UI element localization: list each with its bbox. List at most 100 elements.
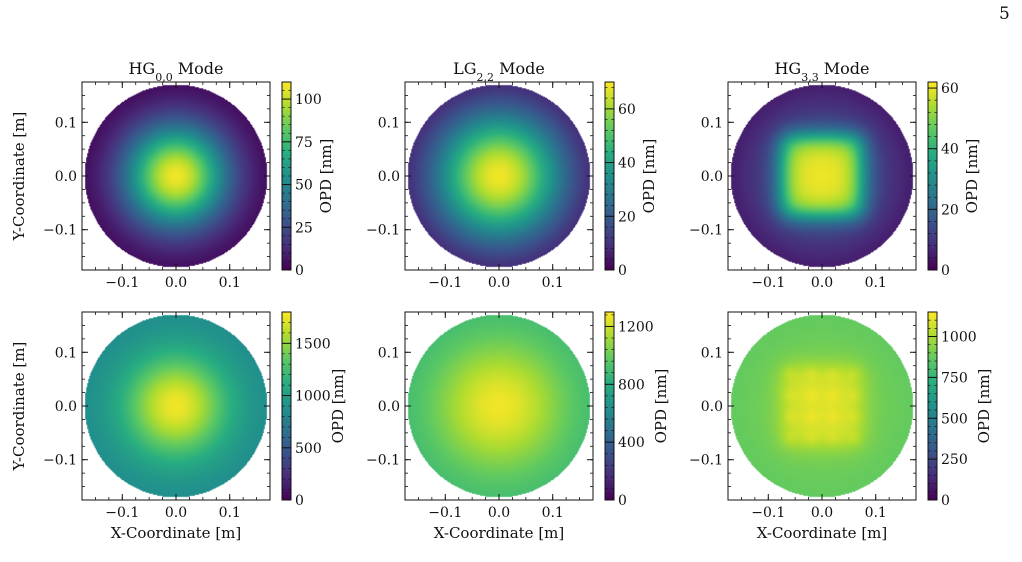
heatmap-image (82, 312, 270, 500)
colorbar-tick-label: 20 (618, 209, 636, 225)
y-tick-label: −0.1 (43, 453, 77, 469)
y-axis-label: Y-Coordinate [m] (10, 342, 28, 472)
y-tick-label: 0.1 (378, 115, 400, 131)
heatmap-image (82, 82, 270, 270)
heatmap-panel-4: −0.1 0.0 0.1 −0.1 0.0 0.1 X-Coordinate [m] Y-Co… (10, 311, 347, 542)
y-tick-label: −0.1 (689, 223, 723, 239)
colorbar: 0 20 40 60 OPD [nm] (604, 81, 658, 279)
colorbar-tick-label: 1000 (941, 330, 977, 346)
colorbar-tick-label: 750 (941, 370, 968, 386)
colorbar-tick-label: 75 (295, 135, 313, 151)
colorbar-tick-label: 0 (295, 263, 304, 279)
heatmap-panel-1: −0.1 0.0 0.1 −0.1 0.0 0.1 HG0,0 Mode Y-Coordina… (10, 59, 335, 291)
x-tick-label: 0.0 (165, 275, 187, 291)
y-tick-label: 0.0 (701, 399, 723, 415)
colorbar-label: OPD [nm] (640, 139, 658, 214)
colorbar-gradient (604, 81, 615, 271)
heatmap-panel-6: −0.1 0.0 0.1 −0.1 0.0 0.1 X-Coordinate [m] 0 250… (689, 311, 993, 542)
y-tick-label: 0.0 (55, 169, 77, 185)
colorbar-gradient (927, 81, 938, 271)
colorbar-tick-label: 250 (941, 452, 968, 468)
heatmap-image (728, 312, 916, 500)
y-tick-label: 0.0 (55, 399, 77, 415)
x-tick-label: 0.1 (865, 275, 887, 291)
x-tick-label: −0.1 (428, 505, 462, 521)
colorbar-tick-label: 0 (618, 493, 627, 509)
colorbar-tick-label: 0 (295, 493, 304, 509)
colorbar-tick-label: 60 (618, 102, 636, 118)
colorbar-tick-label: 60 (941, 81, 959, 97)
colorbar-tick-label: 500 (941, 411, 968, 427)
heatmap-panel-3: −0.1 0.0 0.1 −0.1 0.0 0.1 HG3,3 Mode 0 20 40 60 OPD… (689, 59, 981, 291)
colorbar-tick-label: 50 (295, 178, 313, 194)
colorbar-tick-label: 0 (941, 493, 950, 509)
x-tick-label: −0.1 (105, 505, 139, 521)
colorbar-tick-label: 1000 (295, 389, 331, 405)
page-number: 5 (999, 4, 1010, 24)
x-tick-label: 0.1 (219, 505, 241, 521)
x-tick-label: −0.1 (105, 275, 139, 291)
y-tick-label: −0.1 (366, 453, 400, 469)
y-tick-label: 0.1 (55, 345, 77, 361)
x-tick-label: 0.0 (488, 505, 510, 521)
heatmap-panel-2: −0.1 0.0 0.1 −0.1 0.0 0.1 LG2,2 Mode 0 20 40 60 OPD… (366, 59, 658, 291)
colorbar-label: OPD [nm] (317, 139, 335, 214)
colorbar-tick-label: 25 (295, 220, 313, 236)
colorbar-tick-label: 1200 (618, 319, 654, 335)
y-tick-label: 0.1 (55, 115, 77, 131)
colorbar-gradient (604, 311, 615, 501)
colorbar-tick-label: 800 (618, 377, 645, 393)
x-tick-label: 0.0 (488, 275, 510, 291)
colorbar-tick-label: 0 (941, 263, 950, 279)
heatmap-panel-5: −0.1 0.0 0.1 −0.1 0.0 0.1 X-Coordinate [m] 0 400… (366, 311, 670, 542)
x-axis-label: X-Coordinate [m] (434, 524, 565, 542)
x-tick-label: 0.1 (219, 275, 241, 291)
colorbar: 0 400 800 1200 OPD [nm] (604, 311, 670, 509)
heatmap-image (405, 312, 593, 500)
colorbar-label: OPD [nm] (963, 139, 981, 214)
y-tick-label: 0.1 (701, 115, 723, 131)
x-tick-label: 0.0 (811, 275, 833, 291)
colorbar-label: OPD [nm] (652, 369, 670, 444)
x-tick-label: 0.0 (165, 505, 187, 521)
colorbar-label: OPD [nm] (329, 369, 347, 444)
panel-title: HG0,0 Mode (128, 59, 223, 84)
colorbar-tick-label: 100 (295, 92, 322, 108)
x-tick-label: −0.1 (428, 275, 462, 291)
colorbar: 0 500 1000 1500 OPD [nm] (281, 311, 347, 509)
y-tick-label: 0.0 (378, 399, 400, 415)
heatmap-image (728, 82, 916, 270)
x-tick-label: 0.0 (811, 505, 833, 521)
x-axis-label: X-Coordinate [m] (111, 524, 242, 542)
heatmap-image (405, 82, 593, 270)
y-tick-label: −0.1 (43, 223, 77, 239)
colorbar-tick-label: 1500 (295, 336, 331, 352)
x-tick-label: 0.1 (542, 275, 564, 291)
x-tick-label: −0.1 (751, 505, 785, 521)
x-tick-label: 0.1 (542, 505, 564, 521)
colorbar-tick-label: 0 (618, 263, 627, 279)
x-tick-label: −0.1 (751, 275, 785, 291)
y-tick-label: 0.0 (701, 169, 723, 185)
colorbar: 0 250 500 750 1000 OPD [nm] (927, 311, 993, 509)
panel-title: HG3,3 Mode (774, 59, 869, 84)
y-tick-label: 0.1 (701, 345, 723, 361)
colorbar-label: OPD [nm] (975, 369, 993, 444)
colorbar: 0 20 40 60 OPD [nm] (927, 81, 981, 279)
y-tick-label: 0.1 (378, 345, 400, 361)
colorbar-gradient (927, 311, 938, 501)
colorbar-tick-label: 40 (618, 156, 636, 172)
y-tick-label: −0.1 (689, 453, 723, 469)
x-tick-label: 0.1 (865, 505, 887, 521)
colorbar-tick-label: 20 (941, 202, 959, 218)
y-tick-label: −0.1 (366, 223, 400, 239)
y-tick-label: 0.0 (378, 169, 400, 185)
colorbar: 0 25 50 75 100 OPD [nm] (281, 81, 335, 279)
x-axis-label: X-Coordinate [m] (757, 524, 888, 542)
y-axis-label: Y-Coordinate [m] (10, 112, 28, 242)
colorbar-tick-label: 400 (618, 435, 645, 451)
colorbar-tick-label: 500 (295, 441, 322, 457)
colorbar-tick-label: 40 (941, 142, 959, 158)
panel-title: LG2,2 Mode (453, 59, 545, 84)
